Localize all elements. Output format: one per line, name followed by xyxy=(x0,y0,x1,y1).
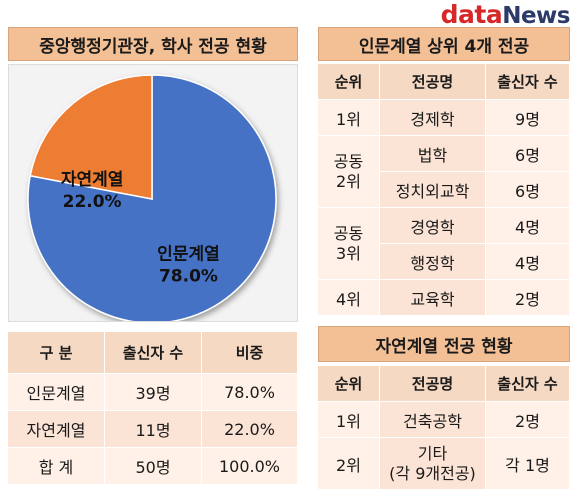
summary-header-category: 구 분 xyxy=(8,332,105,374)
humanities-header-major: 전공명 xyxy=(380,64,486,100)
science-header-count: 출신자 수 xyxy=(486,366,570,402)
count-cell: 9명 xyxy=(486,100,570,136)
rank-cell: 1위 xyxy=(318,402,380,438)
summary-cell: 22.0% xyxy=(202,411,298,448)
major-cell: 건축공학 xyxy=(380,402,486,438)
summary-header-ratio: 비중 xyxy=(202,332,298,374)
rank-cell: 공동 2위 xyxy=(318,136,380,208)
summary-table: 구 분 출신자 수 비중 인문계열 39명 78.0% 자연계열 11명 22.… xyxy=(8,332,298,485)
rank-cell: 공동 3위 xyxy=(318,208,380,280)
summary-cell: 39명 xyxy=(105,374,202,411)
major-cell: 정치외교학 xyxy=(380,172,486,208)
logo-part-data: data xyxy=(440,0,503,29)
count-cell: 2명 xyxy=(486,280,570,316)
major-line: (각 9개전공) xyxy=(389,463,476,483)
table-row: 자연계열 11명 22.0% xyxy=(8,411,298,448)
table-row: 인문계열 39명 78.0% xyxy=(8,374,298,411)
table-row: 4위 교육학 2명 xyxy=(318,280,570,316)
major-line: 기타 xyxy=(417,443,448,463)
summary-cell: 합 계 xyxy=(8,448,105,485)
humanities-header-rank: 순위 xyxy=(318,64,380,100)
summary-cell: 인문계열 xyxy=(8,374,105,411)
summary-cell: 78.0% xyxy=(202,374,298,411)
count-cell: 6명 xyxy=(486,172,570,208)
summary-cell: 11명 xyxy=(105,411,202,448)
table-row: 정치외교학 6명 xyxy=(318,172,570,208)
rank-cell: 4위 xyxy=(318,280,380,316)
count-cell: 4명 xyxy=(486,208,570,244)
pie-label-name: 자연계열 xyxy=(61,170,124,190)
pie-label-value: 78.0% xyxy=(159,266,218,286)
major-cell: 법학 xyxy=(380,136,486,172)
summary-cell: 50명 xyxy=(105,448,202,485)
major-cell: 경제학 xyxy=(380,100,486,136)
science-header-rank: 순위 xyxy=(318,366,380,402)
science-table-title: 자연계열 전공 현황 xyxy=(318,326,570,362)
count-cell: 4명 xyxy=(486,244,570,280)
count-cell: 6명 xyxy=(486,136,570,172)
pie-label-name: 인문계열 xyxy=(157,244,220,264)
humanities-table: 순위 전공명 출신자 수 1위 경제학 9명 공동 2위 법학 6명 정치외교학… xyxy=(318,64,570,316)
count-cell: 각 1명 xyxy=(486,438,570,490)
logo-part-news: News xyxy=(502,3,570,29)
rank-cell: 2위 xyxy=(318,438,380,490)
pie-slice-science xyxy=(29,74,153,200)
pie-chart-title: 중앙행정기관장, 학사 전공 현황 xyxy=(8,27,298,61)
rank-line: 2위 xyxy=(336,171,361,191)
datanews-logo: data News xyxy=(440,0,571,29)
summary-cell: 100.0% xyxy=(202,448,298,485)
humanities-table-title: 인문계열 상위 4개 전공 xyxy=(318,27,570,61)
rank-line: 3위 xyxy=(336,243,361,263)
major-cell: 기타 (각 9개전공) xyxy=(380,438,486,490)
table-row: 공동 3위 경영학 4명 xyxy=(318,208,570,280)
table-row: 행정학 4명 xyxy=(318,244,570,280)
table-row: 합 계 50명 100.0% xyxy=(8,448,298,485)
table-row: 1위 건축공학 2명 xyxy=(318,402,570,438)
pie-label-value: 22.0% xyxy=(63,192,122,212)
table-row: 공동 2위 법학 6명 xyxy=(318,136,570,208)
table-row: 2위 기타 (각 9개전공) 각 1명 xyxy=(318,438,570,490)
humanities-header-count: 출신자 수 xyxy=(486,64,570,100)
rank-cell: 1위 xyxy=(318,100,380,136)
rank-line: 공동 xyxy=(333,151,364,171)
science-table: 순위 전공명 출신자 수 1위 건축공학 2명 2위 기타 (각 9개전공) 각… xyxy=(318,366,570,490)
count-cell: 2명 xyxy=(486,402,570,438)
summary-header-count: 출신자 수 xyxy=(105,332,202,374)
major-cell: 행정학 xyxy=(380,244,486,280)
pie-chart-panel: 인문계열 78.0% 자연계열 22.0% xyxy=(8,64,298,324)
major-cell: 경영학 xyxy=(380,208,486,244)
summary-cell: 자연계열 xyxy=(8,411,105,448)
rank-line: 공동 xyxy=(333,223,364,243)
table-row: 1위 경제학 9명 xyxy=(318,100,570,136)
major-cell: 교육학 xyxy=(380,280,486,316)
science-header-major: 전공명 xyxy=(380,366,486,402)
